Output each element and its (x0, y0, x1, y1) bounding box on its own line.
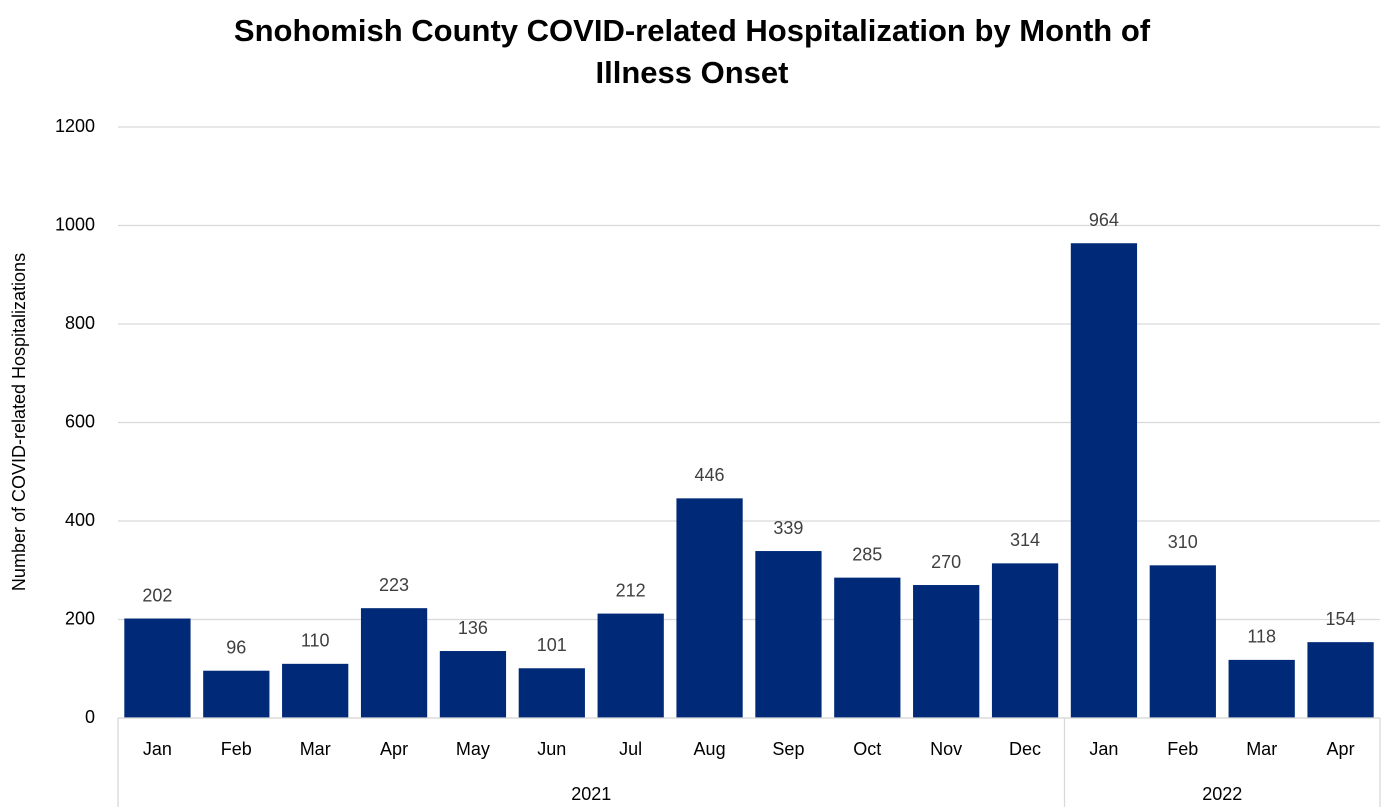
chart-title: Snohomish County COVID-related Hospitali… (233, 13, 1151, 90)
y-tick-label: 200 (65, 608, 95, 628)
y-tick-label: 400 (65, 510, 95, 530)
data-label: 285 (852, 544, 882, 564)
data-label: 270 (931, 552, 961, 572)
data-label: 964 (1089, 210, 1119, 230)
data-label: 223 (379, 575, 409, 595)
data-label: 101 (537, 635, 567, 655)
y-tick-label: 0 (85, 707, 95, 727)
bar (913, 585, 980, 718)
x-tick-label: Feb (221, 739, 252, 759)
x-tick-label: Nov (930, 739, 962, 759)
bar (1149, 565, 1216, 718)
y-axis-label: Number of COVID-related Hospitalizations (9, 253, 29, 591)
bar (518, 668, 585, 718)
x-tick-label: Mar (1246, 739, 1277, 759)
x-tick-label: Apr (380, 739, 408, 759)
bar (360, 608, 428, 718)
bar (597, 613, 664, 718)
x-tick-label: Jun (537, 739, 566, 759)
data-label: 136 (458, 618, 488, 638)
bar (991, 563, 1059, 718)
data-label: 446 (695, 465, 725, 485)
x-tick-label: Mar (300, 739, 331, 759)
y-tick-label: 600 (65, 411, 95, 431)
data-label: 314 (1010, 530, 1040, 550)
bar (203, 670, 270, 718)
y-tick-label: 1200 (55, 116, 95, 136)
x-tick-label: Feb (1167, 739, 1198, 759)
y-tick-label: 800 (65, 313, 95, 333)
bar (1307, 642, 1374, 718)
bar (1070, 243, 1138, 719)
data-label: 310 (1168, 532, 1198, 552)
bar (755, 551, 822, 718)
x-tick-label: Jul (619, 739, 642, 759)
data-label: 339 (773, 518, 803, 538)
data-label: 96 (226, 637, 246, 657)
data-label: 110 (301, 631, 330, 651)
x-tick-label: Dec (1009, 739, 1041, 759)
bar (282, 663, 349, 718)
data-label: 212 (616, 580, 646, 600)
x-tick-label: Jan (143, 739, 172, 759)
group-label: 2021 (571, 784, 611, 804)
y-tick-label: 1000 (55, 214, 95, 234)
group-label: 2022 (1202, 784, 1242, 804)
x-tick-label: Oct (853, 739, 881, 759)
data-label: 154 (1326, 609, 1356, 629)
x-tick-label: Aug (694, 739, 726, 759)
bar (124, 618, 191, 718)
data-label: 202 (142, 585, 172, 605)
x-tick-label: Apr (1327, 739, 1355, 759)
x-tick-label: May (456, 739, 490, 759)
x-tick-label: Jan (1089, 739, 1118, 759)
bar (439, 651, 507, 718)
bar (676, 498, 743, 718)
bar (834, 577, 901, 718)
bar (1228, 659, 1295, 718)
data-label: 118 (1247, 627, 1276, 647)
x-tick-label: Sep (772, 739, 804, 759)
